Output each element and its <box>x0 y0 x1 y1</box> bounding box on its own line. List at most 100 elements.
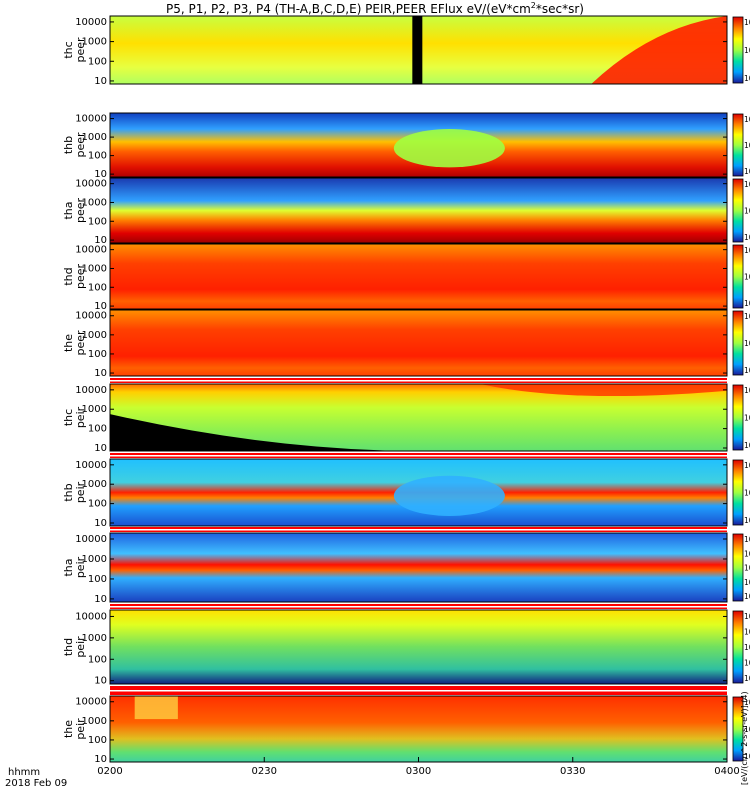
y-tick-label: 1000 <box>82 633 107 644</box>
colorbar-tick-label: 10⁴ <box>744 207 750 216</box>
colorbar-tick-label: 10² <box>744 233 750 242</box>
y-axis-label-probe: tha <box>62 201 75 219</box>
y-tick-label: 100 <box>88 735 107 746</box>
chart-title: P5, P1, P2, P3, P4 (TH-A,B,C,D,E) PEIR,P… <box>0 1 750 16</box>
separator-gap <box>110 380 727 382</box>
y-tick-label: 1000 <box>82 197 107 208</box>
y-tick-label: 10 <box>94 594 107 605</box>
y-tick-label: 1000 <box>82 330 107 341</box>
y-tick-label: 1000 <box>82 716 107 727</box>
colorbar-tick-label: 10² <box>744 592 750 601</box>
spectrogram-heatmap <box>110 244 727 309</box>
y-tick-label: 100 <box>88 151 107 162</box>
colorbar-tick-label: 10⁶ <box>744 535 750 544</box>
colorbar-tick-label: 10⁶ <box>744 312 750 321</box>
spectrogram-heatmap <box>110 610 727 684</box>
colorbar-tick-label: 10⁴ <box>744 414 750 423</box>
panel-frame <box>109 112 728 178</box>
title-superscript: 2 <box>530 1 536 10</box>
y-axis-label-probe: thc <box>62 41 75 58</box>
y-tick-label: 10 <box>94 754 107 765</box>
y-tick-label: 10 <box>94 76 107 87</box>
y-tick-label: 100 <box>88 424 107 435</box>
colorbar-tick-label: 10⁶ <box>744 180 750 189</box>
colorbar <box>732 310 744 376</box>
x-tick-label: 0200 <box>97 766 122 777</box>
y-axis-label-species: peer <box>74 37 87 63</box>
colorbar-tick-label: 10⁵ <box>744 628 750 637</box>
heatmap-feature <box>110 414 407 451</box>
y-tick-label: 10000 <box>75 179 107 190</box>
separator-gap <box>110 690 727 692</box>
y-axis-label-probe: thc <box>62 409 75 426</box>
panel-frame <box>109 609 728 685</box>
colorbar <box>732 610 744 684</box>
y-tick-label: 100 <box>88 216 107 227</box>
panel-frame <box>109 243 728 310</box>
heatmap-feature <box>480 384 727 397</box>
title-prefix: P5, P1, P2, P3, P4 (TH-A,B,C,D,E) PEIR,P… <box>166 2 531 16</box>
separator-gap <box>110 606 727 608</box>
colorbar <box>732 178 744 243</box>
colorbar <box>732 384 744 451</box>
panel-frame <box>109 383 728 452</box>
spectrogram-heatmap <box>110 696 727 762</box>
colorbar-tick-label: 10² <box>744 674 750 683</box>
spectrogram-heatmap <box>110 178 727 243</box>
y-tick-label: 1000 <box>82 263 107 274</box>
spectrogram-heatmap <box>110 310 727 376</box>
y-tick-label: 100 <box>88 56 107 67</box>
colorbar-tick-label: 10² <box>744 74 750 83</box>
y-tick-label: 1000 <box>82 132 107 143</box>
colorbar-tick-label: 10² <box>744 366 750 375</box>
y-tick-label: 10000 <box>75 385 107 396</box>
y-axis-label-probe: thd <box>62 267 75 285</box>
y-tick-label: 10 <box>94 368 107 379</box>
y-tick-label: 10000 <box>75 460 107 471</box>
y-axis-label-species: peer <box>74 264 87 290</box>
y-axis-label-probe: tha <box>62 558 75 576</box>
y-tick-label: 10000 <box>75 534 107 545</box>
y-tick-label: 100 <box>88 574 107 585</box>
y-tick-label: 10000 <box>75 114 107 125</box>
colorbar-tick-label: 10² <box>744 167 750 176</box>
x-tick-label: 0330 <box>560 766 585 777</box>
panel-frame <box>109 15 728 85</box>
colorbar-tick-label: 10⁴ <box>744 46 750 55</box>
colorbar <box>732 459 744 526</box>
colorbar-tick-label: 10⁶ <box>744 698 750 707</box>
colorbar-tick-label: 10⁶ <box>744 461 750 470</box>
y-tick-label: 1000 <box>82 479 107 490</box>
y-tick-label: 100 <box>88 654 107 665</box>
colorbar <box>732 533 744 602</box>
date-label: 2018 Feb 09 <box>5 778 68 789</box>
colorbar-tick-label: 10⁴ <box>744 564 750 573</box>
colorbar-tick-label: 10⁶ <box>744 18 750 27</box>
y-axis-label-species: peir <box>74 481 87 503</box>
heatmap-feature <box>393 475 505 516</box>
y-axis-label-probe: the <box>62 334 75 352</box>
heatmap-feature <box>591 16 727 84</box>
separator-gap <box>110 455 727 457</box>
colorbar-tick-label: 10⁴ <box>744 141 750 150</box>
y-axis-label-species: peer <box>74 330 87 356</box>
y-tick-label: 10000 <box>75 17 107 28</box>
y-axis-label-probe: the <box>62 720 75 738</box>
x-tick-label: 0230 <box>252 766 277 777</box>
y-tick-label: 100 <box>88 499 107 510</box>
spectrogram-heatmap <box>110 533 727 602</box>
panel-frame <box>109 309 728 377</box>
colorbar-tick-label: 10² <box>744 752 750 761</box>
y-axis-label-probe: thb <box>62 483 75 501</box>
colorbar-tick-label: 10⁴ <box>744 273 750 282</box>
colorbar <box>732 244 744 309</box>
